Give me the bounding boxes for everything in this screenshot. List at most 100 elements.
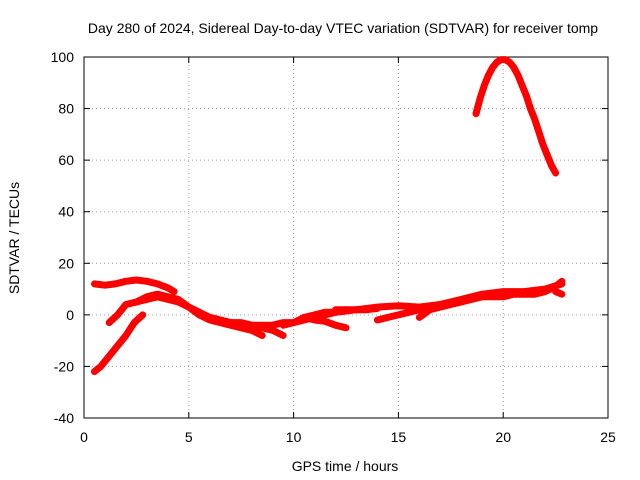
y-tick-label: 100: [51, 49, 75, 65]
data-point-marker: [122, 278, 129, 285]
data-point-marker: [185, 304, 192, 311]
data-point-marker: [374, 317, 381, 324]
y-axis-label: SDTVAR / TECUs: [6, 182, 22, 294]
data-point-marker: [164, 284, 171, 291]
data-points: [91, 56, 566, 376]
y-tick-label: 0: [66, 307, 74, 323]
data-point-marker: [97, 363, 104, 370]
y-tick-label: 20: [58, 255, 74, 271]
data-point-marker: [106, 353, 113, 360]
data-point-marker: [301, 314, 308, 321]
data-point-marker: [514, 72, 521, 79]
data-point-marker: [437, 304, 444, 311]
data-point-marker: [558, 291, 565, 298]
x-tick-label: 20: [495, 429, 511, 445]
data-point-marker: [521, 291, 528, 298]
data-point-marker: [122, 301, 129, 308]
data-point-marker: [395, 302, 402, 309]
data-point-marker: [280, 322, 287, 329]
data-point-marker: [280, 332, 287, 339]
data-point-marker: [542, 288, 549, 295]
data-point-marker: [540, 141, 547, 148]
data-point-marker: [552, 170, 559, 177]
data-point-marker: [552, 288, 559, 295]
data-point-marker: [374, 304, 381, 311]
data-point-marker: [458, 298, 465, 305]
data-point-marker: [477, 95, 484, 102]
data-point-marker: [447, 301, 454, 308]
x-axis-label: GPS time / hours: [292, 458, 399, 474]
y-tick-label: 80: [58, 101, 74, 117]
data-point-marker: [154, 280, 161, 287]
data-point-marker: [114, 342, 121, 349]
data-point-marker: [332, 322, 339, 329]
data-point-marker: [217, 317, 224, 324]
data-point-marker: [332, 306, 339, 313]
data-point-marker: [139, 311, 146, 318]
data-point-marker: [489, 64, 496, 71]
data-point-marker: [510, 291, 517, 298]
data-point-marker: [259, 322, 266, 329]
data-point-marker: [481, 82, 488, 89]
data-point-marker: [531, 291, 538, 298]
y-tick-label: 60: [58, 152, 74, 168]
data-point-marker: [196, 311, 203, 318]
data-point-marker: [472, 110, 479, 117]
data-point-marker: [527, 105, 534, 112]
data-point-marker: [493, 59, 500, 66]
data-point-marker: [248, 322, 255, 329]
data-point-marker: [269, 322, 276, 329]
data-point-marker: [558, 278, 565, 285]
x-tick-label: 25: [600, 429, 616, 445]
data-point-marker: [131, 319, 138, 326]
data-point-marker: [133, 298, 140, 305]
data-point-marker: [510, 64, 517, 71]
data-point-marker: [502, 56, 509, 63]
data-point-marker: [154, 293, 161, 300]
x-tick-label: 15: [391, 429, 407, 445]
data-point-marker: [523, 92, 530, 99]
y-tick-label: -20: [54, 358, 74, 374]
data-point-marker: [548, 162, 555, 169]
data-point-marker: [259, 332, 266, 339]
data-point-marker: [122, 332, 129, 339]
data-point-marker: [544, 151, 551, 158]
data-point-marker: [164, 296, 171, 303]
data-point-marker: [405, 309, 412, 316]
data-point-marker: [489, 293, 496, 300]
data-point-marker: [91, 280, 98, 287]
plot-frame: [83, 56, 609, 419]
data-point-marker: [101, 282, 108, 289]
data-point-marker: [384, 314, 391, 321]
grid-lines: [84, 57, 608, 418]
y-tick-label: -40: [54, 410, 74, 426]
x-tick-label: 10: [286, 429, 302, 445]
data-point-marker: [395, 311, 402, 318]
data-point-marker: [206, 314, 213, 321]
data-point-marker: [485, 72, 492, 79]
data-point-marker: [91, 368, 98, 375]
x-tick-label: 0: [80, 429, 88, 445]
data-point-marker: [106, 319, 113, 326]
data-point-marker: [535, 128, 542, 135]
axis-ticks: 0 5 10 15 20 25 -40 -20 0 20 40 60 80 100: [51, 49, 616, 445]
data-point-marker: [143, 278, 150, 285]
data-point-marker: [519, 82, 526, 89]
data-point-marker: [227, 319, 234, 326]
data-point-marker: [531, 115, 538, 122]
y-tick-label: 40: [58, 204, 74, 220]
data-point-marker: [112, 280, 119, 287]
data-point-marker: [416, 314, 423, 321]
data-point-marker: [290, 319, 297, 326]
data-point-marker: [506, 59, 513, 66]
data-point-marker: [426, 306, 433, 313]
data-point-marker: [479, 293, 486, 300]
data-point-marker: [322, 318, 329, 325]
data-point-marker: [322, 311, 329, 318]
x-tick-label: 5: [185, 429, 193, 445]
data-point-marker: [500, 293, 507, 300]
data-point-marker: [311, 317, 318, 324]
data-point-marker: [133, 277, 140, 284]
